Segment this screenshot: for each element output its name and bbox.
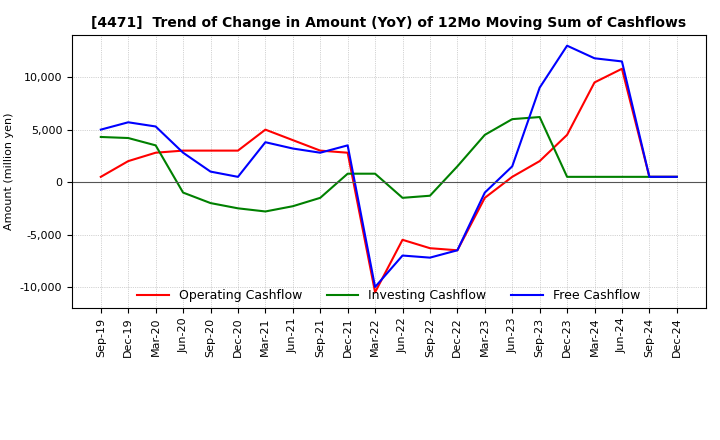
Operating Cashflow — [151, 150, 160, 155]
Operating Cashflow — [590, 80, 599, 85]
Investing Cashflow — [536, 114, 544, 120]
Operating Cashflow — [371, 290, 379, 295]
Free Cashflow — [590, 55, 599, 61]
Free Cashflow — [289, 146, 297, 151]
Y-axis label: Amount (million yen): Amount (million yen) — [4, 113, 14, 231]
Free Cashflow — [645, 174, 654, 180]
Free Cashflow — [96, 127, 105, 132]
Free Cashflow — [124, 120, 132, 125]
Investing Cashflow — [508, 117, 516, 122]
Line: Operating Cashflow: Operating Cashflow — [101, 69, 677, 292]
Investing Cashflow — [563, 174, 572, 180]
Investing Cashflow — [453, 164, 462, 169]
Operating Cashflow — [398, 237, 407, 242]
Free Cashflow — [316, 150, 325, 155]
Free Cashflow — [371, 284, 379, 290]
Operating Cashflow — [289, 137, 297, 143]
Free Cashflow — [233, 174, 242, 180]
Investing Cashflow — [233, 205, 242, 211]
Operating Cashflow — [563, 132, 572, 138]
Legend: Operating Cashflow, Investing Cashflow, Free Cashflow: Operating Cashflow, Investing Cashflow, … — [132, 284, 645, 307]
Title: [4471]  Trend of Change in Amount (YoY) of 12Mo Moving Sum of Cashflows: [4471] Trend of Change in Amount (YoY) o… — [91, 16, 686, 30]
Investing Cashflow — [261, 209, 270, 214]
Investing Cashflow — [618, 174, 626, 180]
Line: Free Cashflow: Free Cashflow — [101, 46, 677, 287]
Investing Cashflow — [590, 174, 599, 180]
Investing Cashflow — [96, 134, 105, 139]
Investing Cashflow — [645, 174, 654, 180]
Operating Cashflow — [124, 158, 132, 164]
Operating Cashflow — [316, 148, 325, 153]
Operating Cashflow — [618, 66, 626, 71]
Operating Cashflow — [233, 148, 242, 153]
Investing Cashflow — [672, 174, 681, 180]
Investing Cashflow — [289, 204, 297, 209]
Free Cashflow — [618, 59, 626, 64]
Operating Cashflow — [480, 195, 489, 201]
Investing Cashflow — [206, 201, 215, 206]
Free Cashflow — [563, 43, 572, 48]
Investing Cashflow — [371, 171, 379, 176]
Operating Cashflow — [536, 158, 544, 164]
Operating Cashflow — [343, 150, 352, 155]
Free Cashflow — [536, 85, 544, 90]
Investing Cashflow — [426, 193, 434, 198]
Free Cashflow — [672, 174, 681, 180]
Free Cashflow — [426, 255, 434, 260]
Free Cashflow — [179, 150, 187, 155]
Free Cashflow — [151, 124, 160, 129]
Line: Investing Cashflow: Investing Cashflow — [101, 117, 677, 212]
Free Cashflow — [508, 164, 516, 169]
Operating Cashflow — [426, 246, 434, 251]
Operating Cashflow — [96, 174, 105, 180]
Operating Cashflow — [179, 148, 187, 153]
Free Cashflow — [343, 143, 352, 148]
Operating Cashflow — [453, 248, 462, 253]
Investing Cashflow — [398, 195, 407, 201]
Investing Cashflow — [316, 195, 325, 201]
Free Cashflow — [398, 253, 407, 258]
Free Cashflow — [261, 139, 270, 145]
Free Cashflow — [480, 190, 489, 195]
Investing Cashflow — [124, 136, 132, 141]
Operating Cashflow — [672, 174, 681, 180]
Operating Cashflow — [261, 127, 270, 132]
Investing Cashflow — [151, 143, 160, 148]
Operating Cashflow — [645, 174, 654, 180]
Investing Cashflow — [343, 171, 352, 176]
Operating Cashflow — [206, 148, 215, 153]
Operating Cashflow — [508, 174, 516, 180]
Free Cashflow — [206, 169, 215, 174]
Investing Cashflow — [480, 132, 489, 138]
Free Cashflow — [453, 248, 462, 253]
Investing Cashflow — [179, 190, 187, 195]
